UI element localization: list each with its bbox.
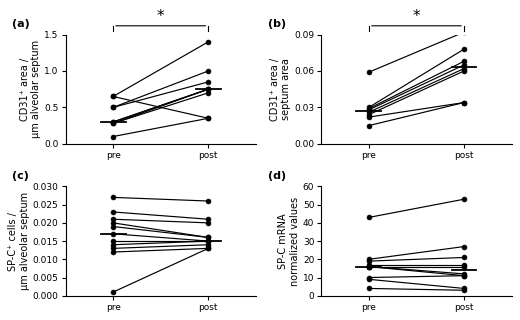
Text: (c): (c)	[12, 171, 29, 181]
Text: (b): (b)	[268, 19, 286, 29]
Text: (d): (d)	[268, 171, 286, 181]
Y-axis label: CD31⁺ area /
μm alveolar septum: CD31⁺ area / μm alveolar septum	[20, 40, 42, 138]
Y-axis label: SP-C⁺ cells /
μm alveolar septum: SP-C⁺ cells / μm alveolar septum	[8, 192, 30, 290]
Text: (a): (a)	[12, 19, 30, 29]
Text: *: *	[413, 9, 420, 24]
Text: *: *	[157, 9, 164, 24]
Y-axis label: CD31⁺ area /
septum area: CD31⁺ area / septum area	[270, 58, 291, 121]
Y-axis label: SP-C mRNA
normalized values: SP-C mRNA normalized values	[278, 196, 300, 286]
